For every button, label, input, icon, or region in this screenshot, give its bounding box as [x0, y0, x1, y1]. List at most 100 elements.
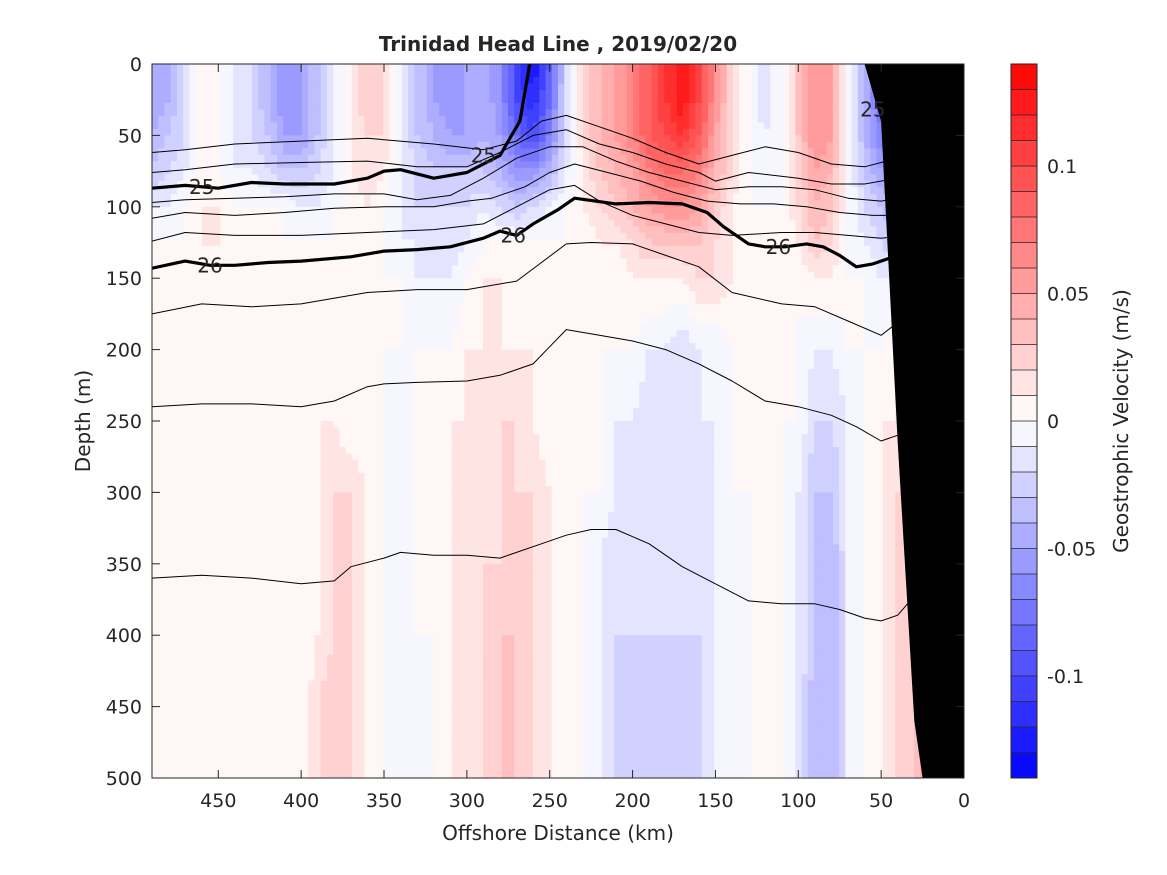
heatmap-cell [426, 187, 434, 195]
heatmap-cell [183, 213, 191, 221]
heatmap-cell [614, 297, 622, 305]
heatmap-cell [458, 122, 465, 130]
heatmap-cell [401, 70, 409, 78]
heatmap-cell [376, 161, 384, 169]
heatmap-cell [851, 148, 859, 156]
heatmap-cell [351, 258, 359, 266]
heatmap-cell [489, 213, 497, 221]
heatmap-cell [464, 226, 472, 234]
heatmap-cell [845, 304, 853, 312]
heatmap-cell [639, 284, 647, 292]
heatmap-cell [664, 245, 672, 253]
heatmap-cell [364, 187, 372, 195]
heatmap-cell [676, 128, 684, 136]
heatmap-cell [757, 128, 765, 136]
heatmap-cell [445, 297, 453, 305]
heatmap-cell [639, 89, 647, 98]
heatmap-cell [545, 258, 553, 266]
heatmap-cell [870, 213, 878, 221]
heatmap-cell [714, 245, 721, 253]
heatmap-cell [451, 245, 459, 253]
heatmap-cell [395, 232, 403, 240]
heatmap-cell [476, 141, 484, 149]
heatmap-cell [801, 258, 809, 266]
heatmap-cell [632, 70, 640, 78]
heatmap-cell [601, 174, 609, 182]
heatmap-cell [414, 206, 422, 214]
heatmap-cell [426, 135, 434, 143]
heatmap-cell [395, 265, 403, 273]
heatmap-cell [176, 102, 184, 111]
heatmap-cell [333, 284, 340, 292]
heatmap-cell [376, 239, 384, 247]
heatmap-cell [201, 122, 209, 130]
heatmap-cell [764, 265, 771, 273]
heatmap-cell [433, 154, 440, 162]
heatmap-cell [814, 89, 821, 98]
heatmap-cell [420, 200, 428, 208]
heatmap-cell [739, 265, 746, 273]
heatmap-cell [189, 76, 197, 85]
heatmap-cell [326, 278, 334, 286]
heatmap-cell [632, 148, 640, 156]
heatmap-cell [301, 310, 309, 318]
heatmap-cell [489, 271, 497, 279]
heatmap-cell [201, 245, 209, 253]
heatmap-cell [664, 258, 672, 266]
heatmap-cell [376, 76, 384, 85]
heatmap-cell [595, 70, 603, 78]
heatmap-cell [564, 193, 572, 201]
heatmap-cell [476, 239, 484, 247]
heatmap-cell [183, 193, 191, 201]
heatmap-cell [295, 304, 303, 312]
heatmap-cell [551, 291, 559, 299]
heatmap-cell [289, 291, 297, 299]
heatmap-cell [495, 154, 503, 162]
heatmap-cell [501, 213, 509, 221]
heatmap-cell [433, 109, 440, 117]
heatmap-cell [551, 239, 559, 247]
heatmap-cell [270, 271, 278, 279]
heatmap-cell [351, 96, 359, 104]
heatmap-cell [289, 109, 297, 117]
heatmap-cell [558, 226, 565, 234]
heatmap-cell [614, 239, 622, 247]
heatmap-cell [564, 278, 572, 286]
heatmap-cell [476, 89, 484, 98]
heatmap-cell [264, 122, 272, 130]
heatmap-cell [270, 161, 278, 169]
heatmap-cell [545, 193, 553, 201]
heatmap-cell [558, 239, 565, 247]
heatmap-cell [707, 64, 715, 72]
heatmap-cell [283, 304, 291, 312]
heatmap-cell [389, 89, 397, 98]
heatmap-cell [589, 206, 597, 214]
heatmap-cell [389, 64, 397, 72]
heatmap-cell [370, 232, 378, 240]
heatmap-cell [408, 284, 415, 292]
heatmap-cell [770, 271, 778, 279]
heatmap-cell [308, 161, 315, 169]
heatmap-cell [351, 115, 359, 124]
heatmap-cell [314, 161, 322, 169]
heatmap-cell [333, 271, 340, 279]
heatmap-cell [333, 102, 340, 111]
heatmap-cell [670, 128, 678, 136]
heatmap-cell [801, 200, 809, 208]
heatmap-cell [383, 83, 390, 91]
heatmap-cell [251, 265, 259, 273]
heatmap-cell [420, 193, 428, 201]
heatmap-cell [657, 154, 665, 162]
heatmap-cell [376, 206, 384, 214]
heatmap-cell [639, 226, 647, 234]
heatmap-cell [564, 141, 572, 149]
heatmap-cell [170, 70, 178, 78]
heatmap-cell [239, 83, 247, 91]
heatmap-cell [657, 219, 665, 227]
heatmap-cell [682, 291, 690, 299]
heatmap-cell [551, 219, 559, 227]
heatmap-cell [358, 89, 365, 98]
heatmap-cell [857, 271, 865, 279]
heatmap-cell [370, 265, 378, 273]
heatmap-cell [576, 76, 584, 85]
